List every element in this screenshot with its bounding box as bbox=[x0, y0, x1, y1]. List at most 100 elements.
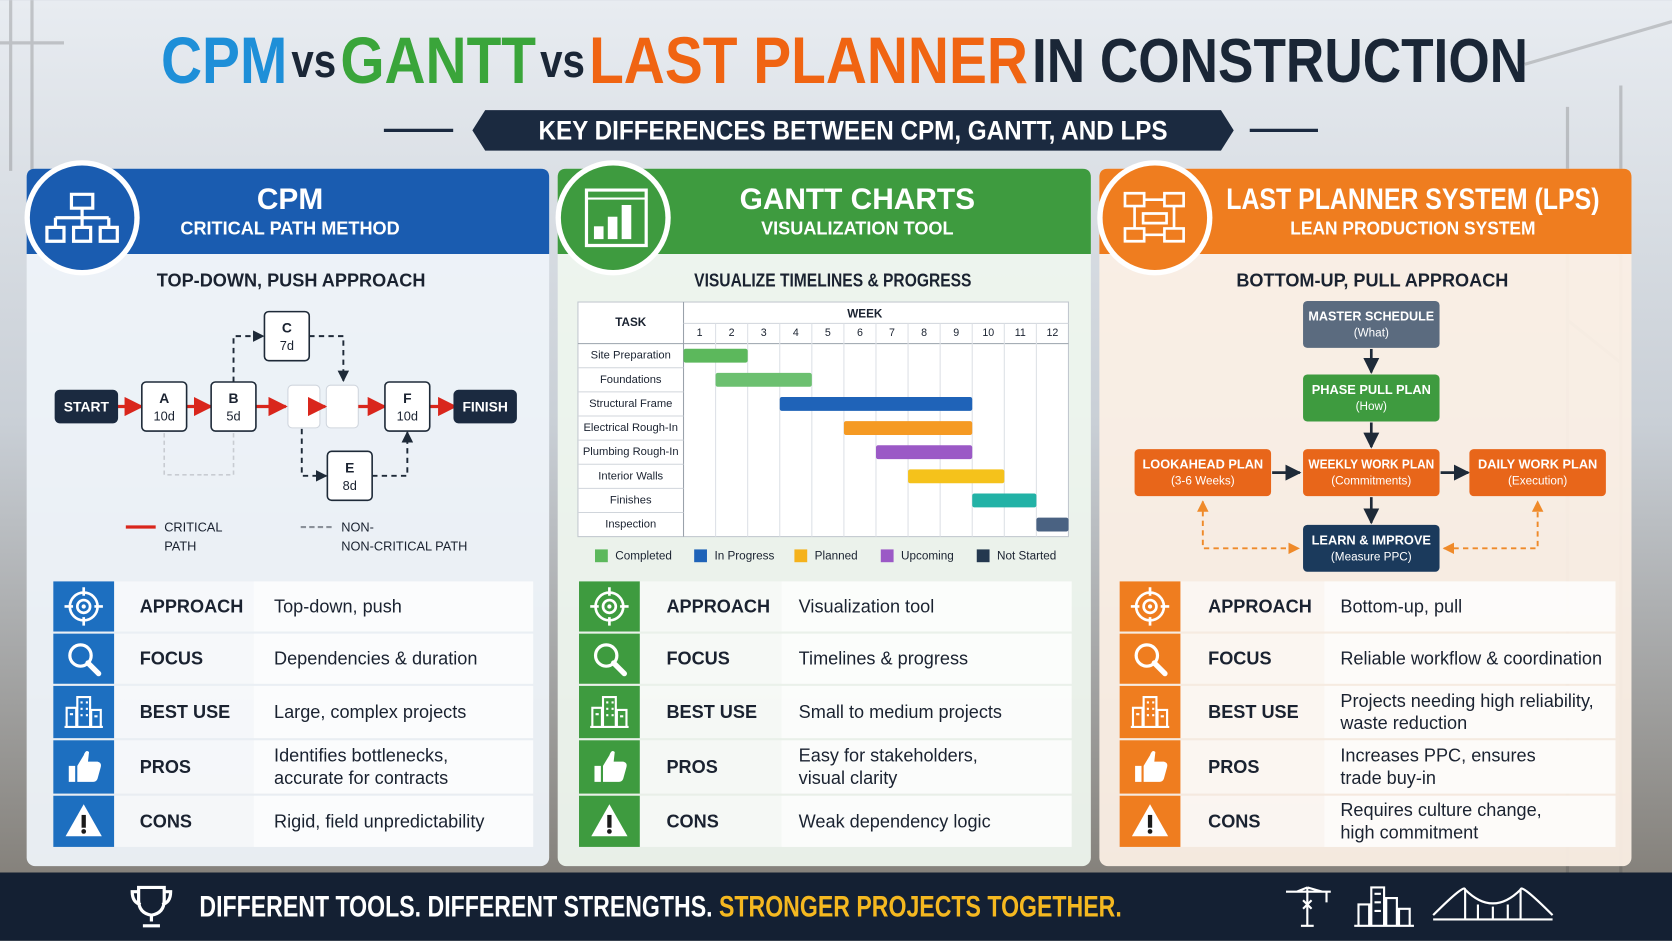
icon-search bbox=[1134, 643, 1160, 668]
gantt-week-label: 3 bbox=[761, 327, 767, 339]
icon-buildings bbox=[590, 696, 629, 729]
row-value: Bottom-up, pull bbox=[1340, 596, 1462, 616]
icon-warning bbox=[81, 829, 87, 834]
panel-header bbox=[557, 168, 1091, 255]
row-value-bg bbox=[781, 795, 1072, 847]
panel-header bbox=[26, 168, 550, 255]
cpm-node-label: A bbox=[159, 390, 169, 406]
row-value: visual clarity bbox=[799, 768, 899, 788]
icon-target bbox=[1142, 598, 1158, 615]
icon-search bbox=[611, 660, 627, 677]
icon-thumb bbox=[1135, 750, 1168, 782]
row-label: FOCUS bbox=[140, 649, 203, 669]
icon-bar bbox=[593, 226, 604, 240]
icon-orgchart bbox=[45, 192, 119, 243]
row-value: Visualization tool bbox=[799, 596, 935, 616]
row-icon-bg bbox=[1119, 685, 1181, 739]
row-value: Increases PPC, ensures bbox=[1340, 746, 1535, 766]
row-value: Small to medium projects bbox=[799, 702, 1002, 722]
row-value: Large, complex projects bbox=[274, 702, 466, 722]
row-value: Reliable workflow & coordination bbox=[1340, 649, 1602, 669]
cpm-node bbox=[141, 381, 188, 432]
row-value-bg bbox=[253, 740, 534, 794]
footer-text: DIFFERENT TOOLS. DIFFERENT STRENGTHS. ST… bbox=[199, 890, 1121, 923]
icon-search bbox=[68, 643, 93, 668]
gantt-week-label: 12 bbox=[1046, 327, 1058, 339]
icon-target bbox=[64, 587, 103, 626]
row-label: APPROACH bbox=[1208, 596, 1312, 616]
cpm-node-label: B bbox=[229, 390, 239, 406]
icon-target bbox=[75, 598, 92, 615]
cpm-node bbox=[384, 381, 431, 432]
icon-target bbox=[1147, 604, 1153, 609]
gantt-week-label: 6 bbox=[857, 327, 863, 339]
row-value: Identifies bottlenecks, bbox=[274, 746, 448, 766]
gantt-week-label: 9 bbox=[953, 327, 959, 339]
subtitle-pill bbox=[472, 110, 1234, 151]
cpm-node bbox=[326, 450, 373, 502]
subtitle: KEY DIFFERENCES BETWEEN CPM, GANTT, AND … bbox=[538, 115, 1167, 145]
lps-node bbox=[1303, 524, 1440, 572]
panel-title: LAST PLANNER SYSTEM (LPS) bbox=[1226, 183, 1599, 216]
row-value-bg bbox=[1324, 795, 1616, 847]
gantt-week-label: 5 bbox=[825, 327, 831, 339]
gantt-legend-swatch bbox=[794, 549, 808, 563]
gantt-legend-swatch bbox=[694, 549, 707, 563]
cpm-node-label: FINISH bbox=[462, 399, 507, 415]
gantt-week-label: 10 bbox=[982, 327, 994, 339]
row-value-bg bbox=[1324, 633, 1616, 684]
row-label: FOCUS bbox=[666, 649, 729, 669]
icon-buildings bbox=[1130, 696, 1170, 729]
icon-search bbox=[1151, 660, 1168, 677]
gantt-legend-label: Not Started bbox=[997, 549, 1056, 562]
lps-node-note: (What) bbox=[1354, 326, 1389, 339]
icon-buildings bbox=[69, 701, 98, 718]
icon-warning bbox=[81, 814, 86, 828]
panel-subtitle: LEAN PRODUCTION SYSTEM bbox=[1290, 218, 1535, 238]
row-icon-bg bbox=[579, 633, 640, 684]
row-value-bg bbox=[253, 795, 534, 847]
icon-target bbox=[607, 604, 612, 609]
row-value: Requires culture change, bbox=[1340, 800, 1541, 820]
row-label: APPROACH bbox=[666, 596, 770, 616]
row-value-bg bbox=[253, 581, 534, 632]
row-value-bg bbox=[781, 633, 1072, 684]
icon-thumb bbox=[68, 750, 101, 782]
lps-node bbox=[1469, 449, 1606, 497]
gantt-legend-label: Upcoming bbox=[901, 549, 954, 562]
gantt-legend-label: In Progress bbox=[714, 549, 774, 562]
row-label: CONS bbox=[1208, 811, 1260, 831]
panel-title: CPM bbox=[257, 183, 323, 216]
cpm-node-duration: 10d bbox=[397, 409, 418, 424]
icon-thumb bbox=[594, 750, 627, 782]
row-value: Projects needing high reliability, bbox=[1340, 691, 1593, 711]
row-value: Weak dependency logic bbox=[799, 811, 991, 831]
gantt-week-label: 4 bbox=[793, 327, 799, 339]
lps-feedback-arrow bbox=[1442, 500, 1544, 555]
icon-warning bbox=[607, 829, 612, 834]
footer-trophy bbox=[130, 885, 173, 928]
icon-buildings bbox=[595, 701, 624, 718]
panel-subtitle: CRITICAL PATH METHOD bbox=[180, 218, 399, 238]
title-part: vs bbox=[540, 35, 585, 87]
row-value-bg bbox=[781, 685, 1072, 739]
row-value-bg bbox=[253, 685, 534, 739]
icon-search bbox=[593, 643, 619, 668]
legend-critical-label: CRITICAL bbox=[164, 520, 222, 535]
row-value: Top-down, push bbox=[274, 596, 402, 616]
lps-node-title: DAILY WORK PLAN bbox=[1478, 457, 1597, 472]
lps-node-title: PHASE PULL PLAN bbox=[1312, 382, 1431, 397]
panel: LAST PLANNER SYSTEM (LPS)LEAN PRODUCTION… bbox=[1097, 160, 1632, 867]
gantt-week-header: WEEK bbox=[847, 307, 883, 320]
gantt-task-name: Foundations bbox=[600, 374, 662, 386]
row-value: high commitment bbox=[1340, 823, 1478, 843]
icon-target bbox=[590, 587, 629, 626]
gantt-task-name: Site Preparation bbox=[591, 350, 671, 362]
icon-buildings bbox=[64, 696, 103, 729]
row-value: Timelines & progress bbox=[799, 649, 968, 669]
row-icon-bg bbox=[1119, 633, 1181, 684]
footer-bar bbox=[0, 872, 1672, 941]
header-icon bbox=[1102, 165, 1208, 271]
